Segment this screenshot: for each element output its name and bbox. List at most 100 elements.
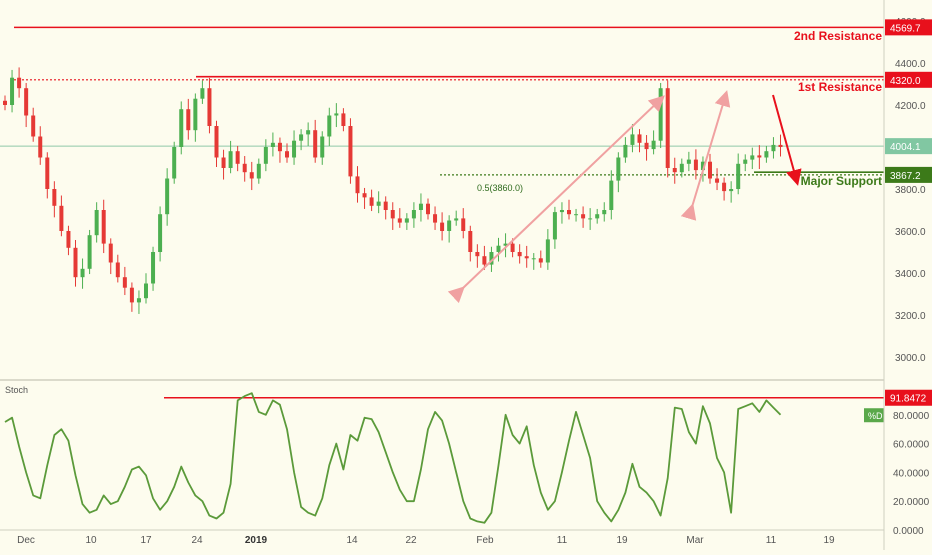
candle-body [524,256,529,259]
candle-body [270,142,275,147]
candle-body [369,197,374,206]
candle-body [334,113,339,116]
candle-body [686,159,691,164]
candle-body [538,258,543,263]
price-tick-label: 4400.0 [895,59,926,70]
major-support-tag [885,166,932,183]
candle-body [31,115,36,137]
candle-body [651,140,656,150]
candle-body [496,245,501,252]
candle-body [482,256,487,265]
time-tick-label: 24 [191,535,203,546]
candle-body [376,201,381,206]
candle-body [750,155,755,160]
price-tick-label: 3400.0 [895,269,926,280]
time-tick-label: 10 [85,535,97,546]
candle-body [207,88,212,126]
candle-body [736,163,741,189]
candle-body [313,130,318,158]
candle-body [461,218,466,231]
candle-body [433,214,438,223]
time-tick-label: 14 [346,535,358,546]
candle-body [179,109,184,147]
candle-body [757,155,762,158]
stoch-series-line [4,392,782,524]
time-tick-label: 17 [140,535,152,546]
candle-body [468,231,473,252]
candle-body [623,144,628,158]
candle-body [327,115,332,137]
candle-body [411,210,416,219]
candle-body [235,151,240,164]
candle-body [517,252,522,257]
candle-body [390,210,395,219]
stoch-tick-label: 60.0000 [893,440,930,451]
candle-body [567,210,571,215]
candle-body [355,176,360,194]
candle-body [574,214,579,216]
candle-body [94,210,99,236]
candle-body [708,161,712,179]
candle-body [440,222,445,231]
price-tick-label: 3200.0 [895,311,926,322]
candle-body [221,157,226,168]
pattern-arrow-mid [680,90,731,221]
price-tick-label: 4200.0 [895,101,926,112]
candle-body [186,109,191,131]
candle-body [249,172,254,179]
candle-body [348,126,353,177]
candle-body [108,243,113,263]
time-tick-label: 22 [405,535,417,546]
candle-body [24,88,29,116]
candle-body [59,205,64,231]
candle-body [172,147,177,179]
candle-body [277,142,282,152]
candle-body [397,218,402,223]
candle-body [151,252,156,284]
candle-body [531,258,536,260]
time-tick-label: Dec [17,535,35,546]
stoch-title: Stoch [5,385,28,395]
candle-body [87,235,92,269]
time-tick-label: Feb [476,535,494,546]
candle-body [158,214,163,252]
candle-body [679,163,684,173]
candle-body [45,157,50,189]
candle-body [263,147,268,164]
candle-body [693,159,698,171]
candle-body [743,159,748,164]
candle-body [256,163,261,179]
candle-body [672,168,677,173]
candle-body [292,140,297,158]
stoch-level-tag [885,389,932,406]
candle-body [426,203,430,215]
candle-body [771,144,776,152]
major-support-label: Major Support [801,174,882,188]
stoch-tick-label: 80.0000 [893,411,930,422]
candle-body [165,178,170,215]
candle-body [454,218,459,221]
candle-body [101,210,106,244]
candle-body [510,243,515,252]
stoch-tick-label: 40.0000 [893,468,930,479]
projection-arrow [772,94,802,186]
candle-body [383,201,388,210]
candle-body [552,212,557,240]
last-price-tag [885,138,932,155]
time-tick-label: 19 [616,535,628,546]
candle-body [80,268,85,278]
candle-body [595,214,600,219]
first-resistance-tag [885,71,932,88]
pattern-arrow-up [447,95,665,304]
candle-body [242,163,247,173]
candle-body [475,252,480,257]
candle-body [722,182,727,192]
stoch-level-tag-text: 91.8472 [890,394,927,405]
fib-level-label: 0.5(3860.0) [477,183,523,193]
candle-body [38,136,43,158]
candle-body [129,287,134,303]
candle-body [10,77,15,105]
candle-body [73,247,78,278]
stoch-tick-label: 20.0000 [893,497,930,508]
